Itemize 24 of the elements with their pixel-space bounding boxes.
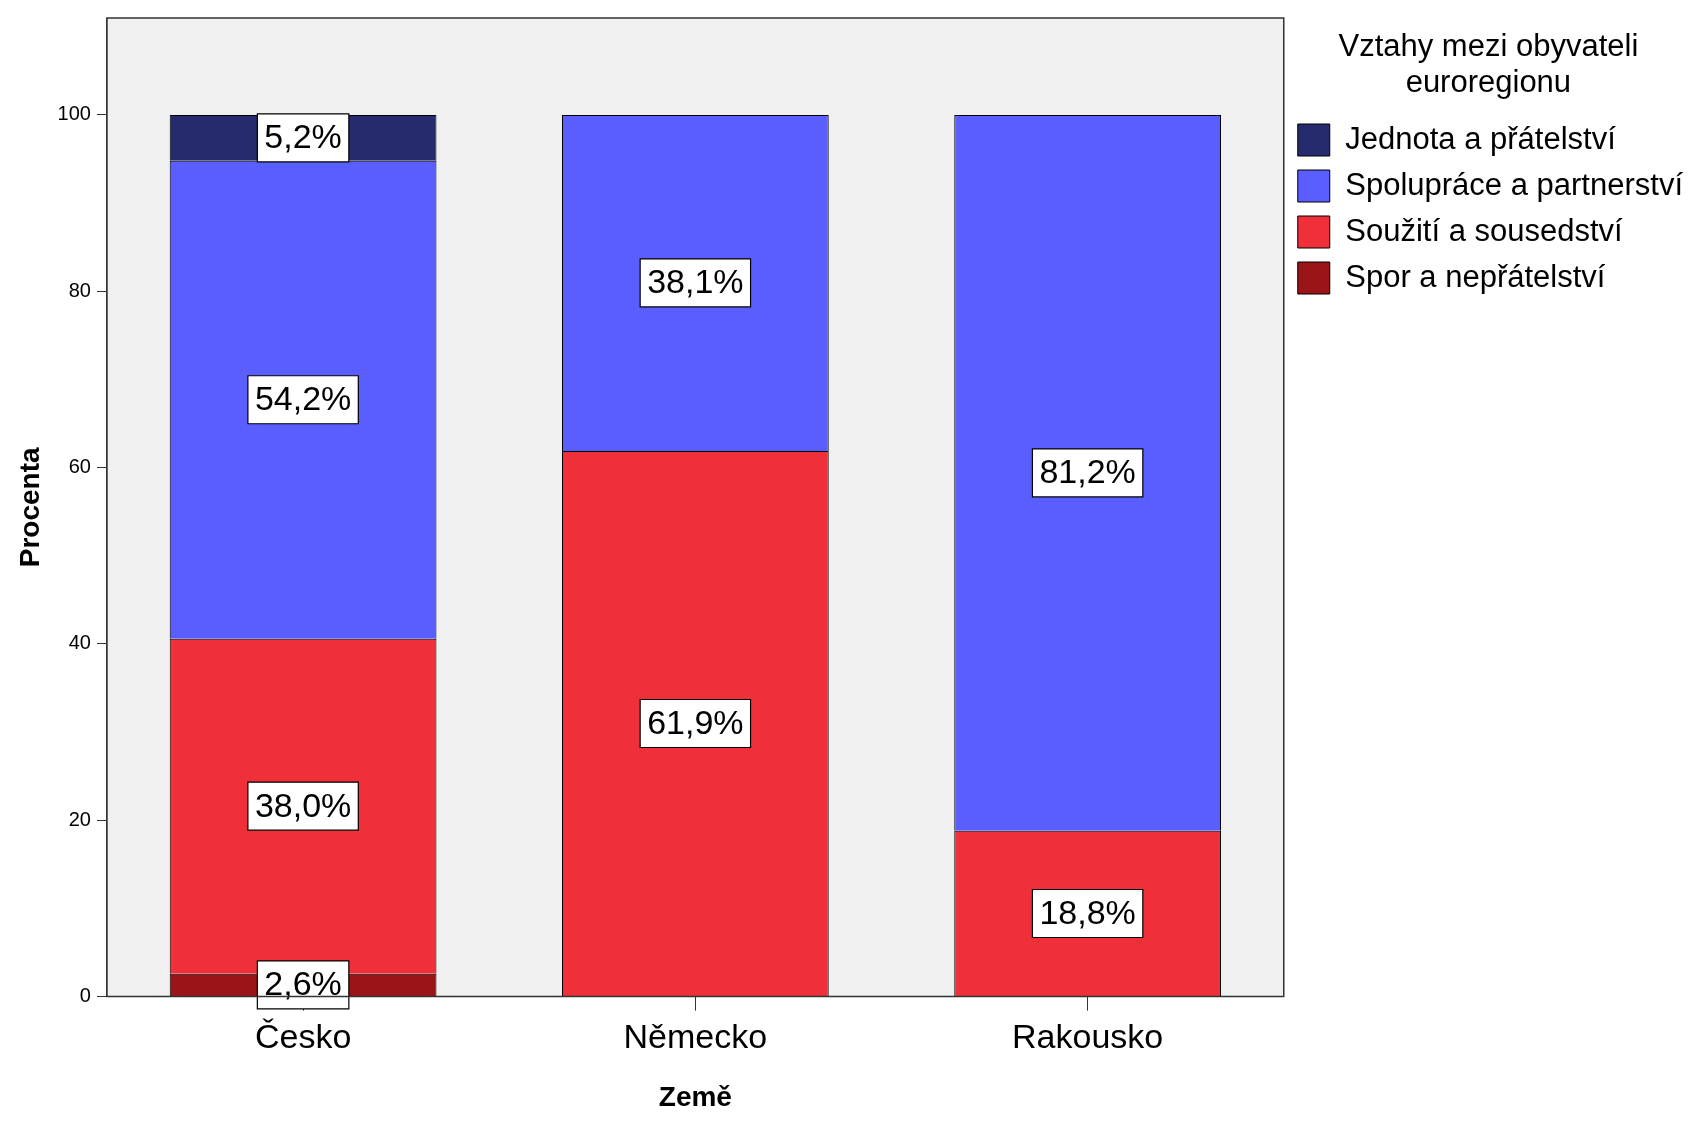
data-label: 38,0% (254, 785, 352, 824)
x-axis-title: Země (658, 1080, 732, 1112)
data-label: 2,6% (264, 964, 342, 1003)
y-tick-label: 40 (68, 631, 91, 654)
legend-label: Jednota a přátelství (1345, 120, 1617, 156)
x-tick-label: Německo (623, 1017, 768, 1056)
y-tick-label: 0 (79, 984, 91, 1007)
data-label: 38,1% (647, 262, 744, 301)
y-tick-label: 80 (68, 278, 91, 301)
y-tick-label: 100 (57, 102, 91, 125)
legend-label: Spor a nepřátelství (1345, 258, 1606, 294)
legend-label: Spolupráce a partnerství (1345, 166, 1684, 202)
data-label: 81,2% (1039, 452, 1136, 491)
data-label: 5,2% (264, 117, 342, 156)
data-label: 18,8% (1039, 892, 1136, 931)
data-label: 61,9% (647, 702, 744, 741)
y-tick-label: 20 (68, 807, 91, 830)
y-axis-title: Procenta (13, 446, 45, 568)
legend-title: Vztahy mezi obyvateli euroregionu (1338, 28, 1639, 100)
legend-label: Soužití a sousedství (1345, 212, 1624, 248)
data-label: 54,2% (254, 379, 352, 418)
x-tick-label: Česko (254, 1017, 352, 1056)
y-tick-label: 60 (68, 455, 91, 478)
x-tick-label: Rakousko (1012, 1017, 1164, 1056)
